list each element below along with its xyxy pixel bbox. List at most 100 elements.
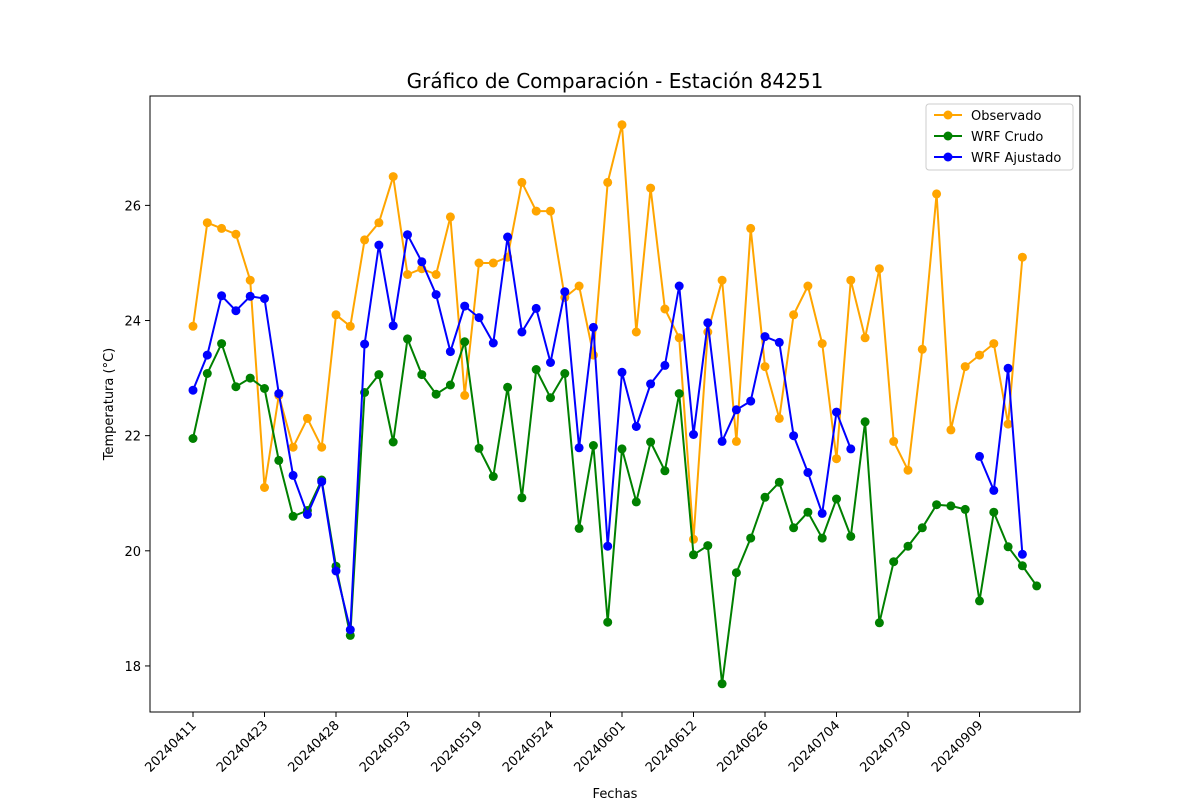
data-point [603,177,613,187]
data-point [546,206,555,216]
data-point [832,494,841,504]
data-point [431,389,441,399]
data-point [245,373,255,383]
data-point [703,541,713,551]
data-point [860,333,870,343]
data-point [202,218,212,228]
data-point [345,321,355,331]
data-point [388,437,398,447]
data-point [960,362,970,372]
x-tick-label: 20240626 [714,718,771,775]
data-point [631,422,641,431]
data-point [546,393,555,403]
data-point [1032,581,1042,591]
data-point [474,313,484,323]
data-point [188,321,198,331]
data-point [274,389,284,399]
legend-label: Observado [971,109,1042,124]
data-point [603,617,613,627]
data-point [946,425,956,435]
legend-swatch-marker [943,110,953,120]
data-point [445,380,455,390]
data-point [317,477,327,487]
series-line [192,233,852,631]
data-point [660,304,670,314]
data-point [202,350,212,360]
data-point [302,510,312,519]
series-wrf-ajustado [188,230,1027,635]
data-point [960,504,970,514]
data-point [903,465,913,475]
data-point [360,235,370,245]
data-point [1017,252,1027,262]
data-point [617,120,627,130]
chart-title: Gráfico de Comparación - Estación 84251 [407,69,824,93]
data-point [860,417,870,427]
data-point [431,290,441,300]
data-point [946,501,956,511]
data-point [717,275,727,285]
legend-item: WRF Ajustado [934,151,1061,166]
data-point [445,347,455,357]
data-point [617,444,627,454]
x-tick-label: 20240524 [500,718,557,775]
data-point [631,327,641,337]
data-point [646,379,656,389]
data-point [217,291,227,301]
y-tick-label: 26 [124,199,141,214]
data-point [560,287,570,297]
data-point [774,413,784,423]
y-axis-label: Temperatura (°C) [102,348,117,461]
data-point [603,541,613,551]
data-point [345,625,355,635]
data-point [517,327,527,337]
data-point [488,472,498,481]
data-point [889,557,899,567]
data-point [674,333,684,343]
data-point [288,470,298,480]
data-point [703,318,713,328]
data-point [975,350,984,360]
x-tick-label: 20240519 [428,718,485,775]
x-tick-label: 20240503 [357,718,414,775]
data-point [975,596,984,606]
data-point [689,534,698,544]
data-point [803,281,813,291]
data-point [832,407,841,417]
data-point [388,321,398,331]
data-point [417,370,427,380]
data-point [660,360,670,370]
data-point [817,533,827,543]
data-point [574,523,584,533]
data-point [617,367,627,377]
data-point [588,441,598,450]
data-point [245,275,255,285]
data-point [260,384,269,393]
data-point [417,257,427,267]
data-point [474,443,484,453]
data-point [846,444,856,454]
plot-area: 18 20 22 24 26 20240411 20240423 20240428 202405… [124,95,1081,776]
data-point [503,382,513,392]
legend: Observado WRF Crudo WRF Ajustado [925,103,1074,171]
data-point [789,310,799,320]
x-tick-label: 20240704 [786,718,843,775]
data-point [789,431,799,441]
data-point [917,344,927,354]
x-tick-label: 20240909 [929,718,986,775]
y-tick-label: 22 [124,430,141,445]
series-line [192,123,1024,541]
data-point [903,541,913,551]
data-point [574,281,584,291]
data-point [674,389,684,399]
data-point [546,358,555,367]
data-point [803,468,813,477]
data-point [760,362,770,372]
data-point [260,483,269,492]
data-point [588,322,598,332]
data-point [760,332,770,342]
data-point [288,442,298,452]
series-wrf-crudo [188,334,1042,689]
data-point [460,337,470,347]
